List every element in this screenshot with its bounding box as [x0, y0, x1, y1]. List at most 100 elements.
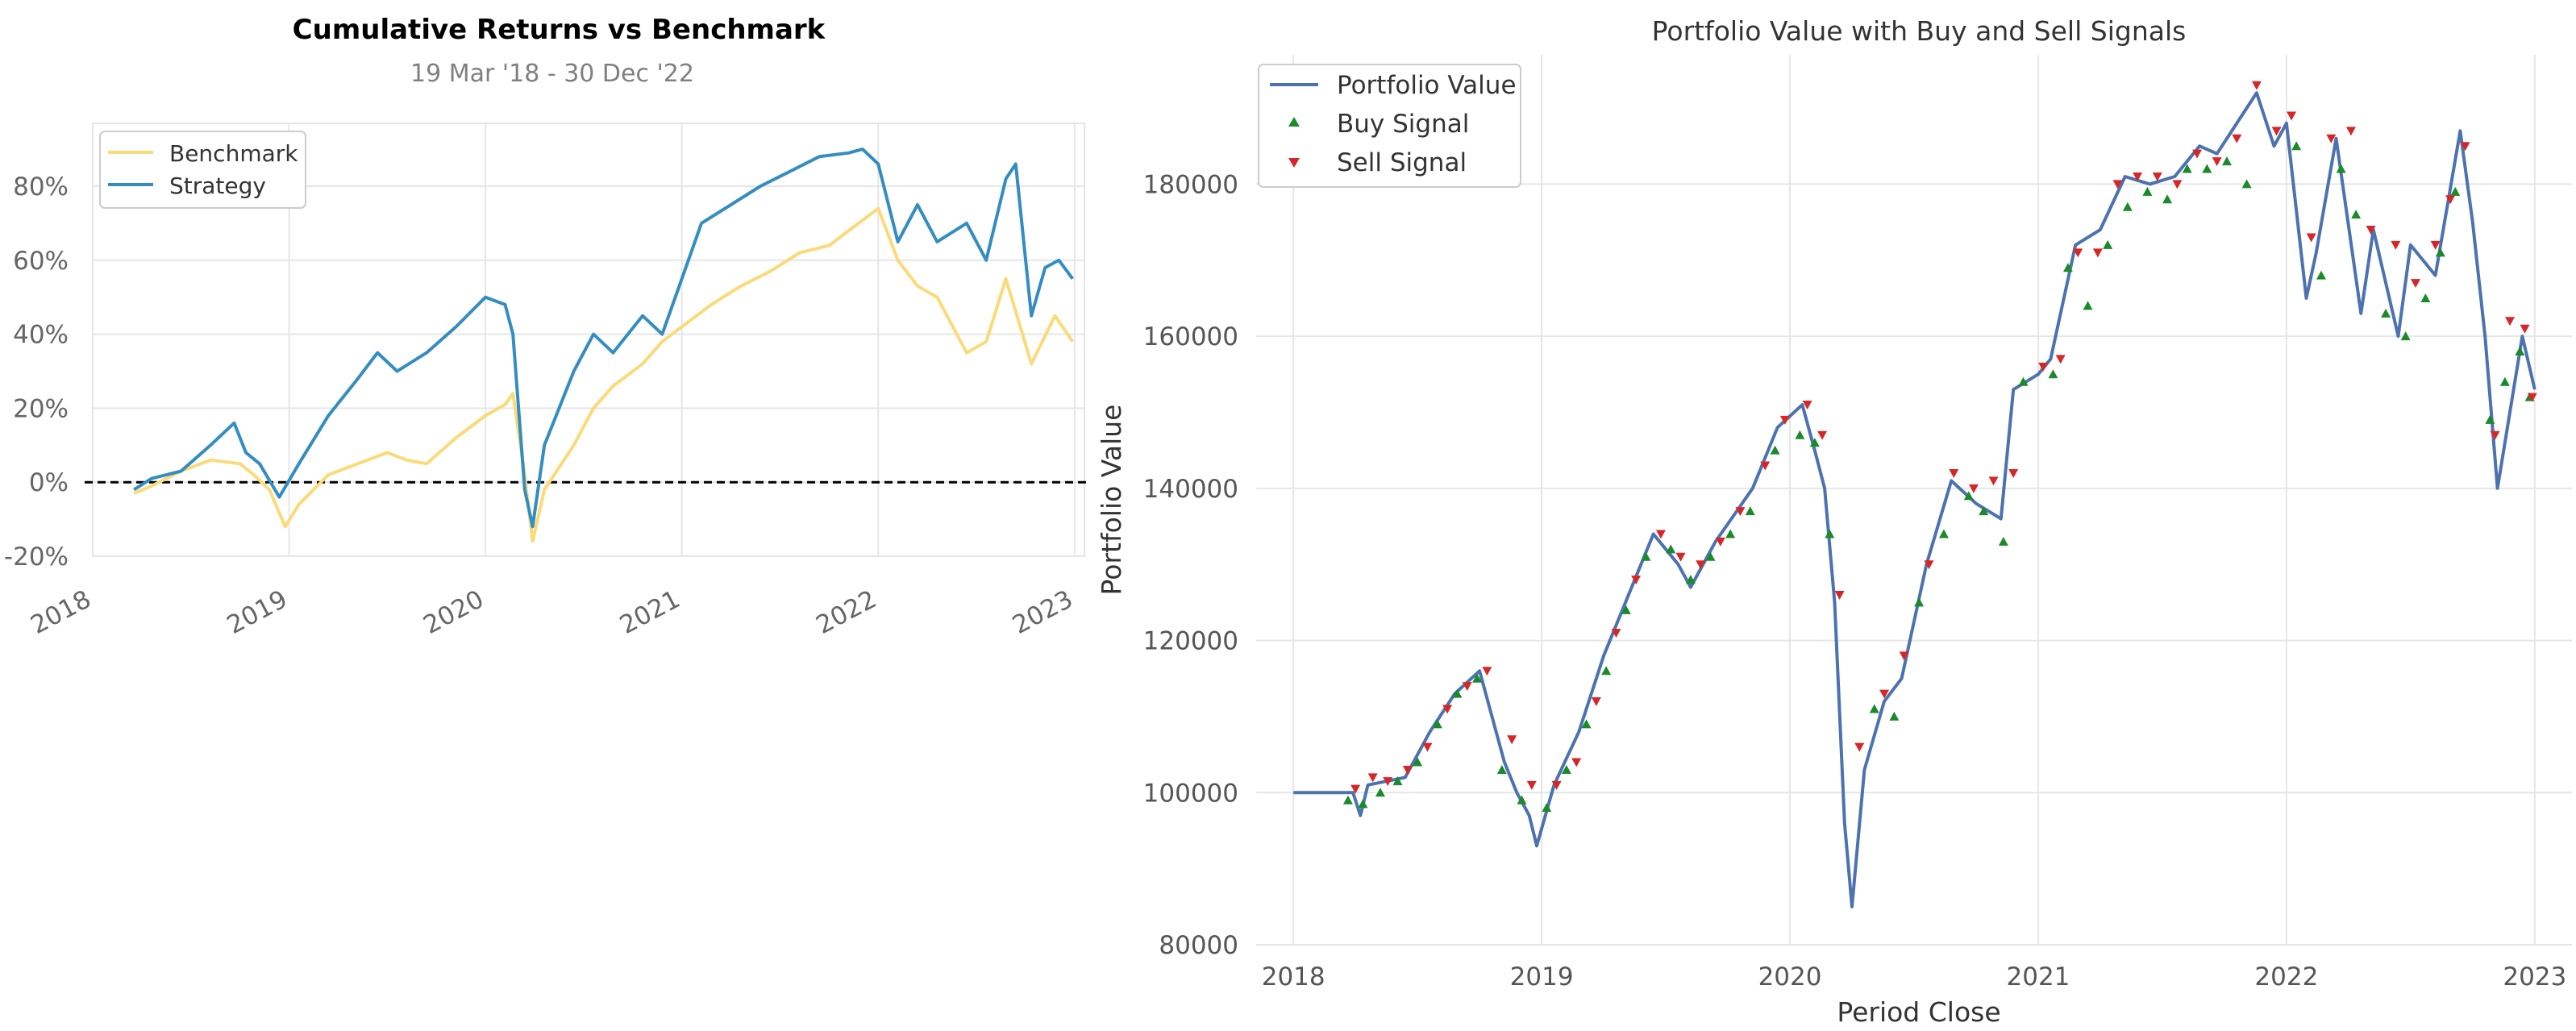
chart2-legend-portfolio-label: Portfolio Value: [1337, 71, 1517, 100]
chart2-buy-signal-marker: [2435, 247, 2445, 257]
chart2-x-tick-label: 2023: [2503, 962, 2566, 992]
chart2-buy-signal-marker: [2062, 263, 2073, 272]
chart2-sell-markers: [1350, 81, 2537, 794]
chart2-sell-signal-marker: [1462, 682, 1472, 692]
portfolio-value-chart: 2018 2019 2020 2021 2022 2023 80000 100000 1200…: [1096, 15, 2572, 1028]
chart2-sell-signal-marker: [2133, 172, 2143, 181]
chart2-buy-signal-marker: [2182, 164, 2192, 173]
chart2-buy-signal-marker: [1561, 764, 1571, 774]
chart2-buy-signal-marker: [1358, 799, 1368, 809]
chart2-sell-signal-marker: [2092, 248, 2103, 258]
chart2-buy-signal-marker: [1342, 795, 1353, 804]
chart2-sell-signal-marker: [2505, 317, 2516, 326]
chart2-buy-signal-marker: [2221, 156, 2232, 166]
chart2-buy-signal-marker: [1914, 597, 1925, 607]
chart2-buy-signal-marker: [2122, 202, 2133, 211]
chart1-legend: Benchmark Strategy: [99, 131, 306, 209]
chart2-x-tick-label: 2022: [2254, 962, 2318, 992]
chart2-sell-signal-marker: [1968, 484, 1979, 493]
chart2-buy-signal-marker: [2381, 308, 2391, 318]
chart2-legend-buy-label: Buy Signal: [1337, 110, 1469, 139]
chart2-sell-signal-marker: [1482, 667, 1492, 676]
chart2-sell-signal-marker: [1507, 735, 1517, 745]
chart2-sell-signal-marker: [1817, 430, 1828, 440]
chart2-buy-signal-marker: [1542, 803, 1552, 813]
chart2-sell-signal-marker: [1367, 773, 1378, 783]
chart2-buy-signal-marker: [1889, 711, 1900, 721]
chart1-title: Cumulative Returns vs Benchmark: [293, 14, 826, 46]
chart2-buy-signal-marker: [1601, 666, 1612, 676]
chart2-y-ticks: 80000 100000 120000 140000 160000 180000: [1143, 170, 1238, 960]
chart2-buy-signal-marker: [2202, 164, 2212, 173]
chart2-sell-signal-marker: [1422, 742, 1433, 752]
chart2-buy-signal-marker: [1809, 438, 1820, 447]
chart1-series: [133, 148, 1075, 543]
chart2-legend-buy-marker: [1288, 117, 1300, 127]
chart2-buy-signal-marker: [1375, 788, 1385, 797]
chart2-buy-signal-marker: [1413, 757, 1423, 767]
chart2-buy-signal-marker: [2162, 194, 2173, 204]
chart2-buy-signal-marker: [1666, 544, 1676, 554]
chart1-series-benchmark-line: [133, 206, 1075, 543]
chart2-sell-signal-marker: [1988, 476, 1999, 486]
chart2-buy-signal-marker: [2142, 186, 2153, 196]
chart2-sell-signal-marker: [1551, 780, 1562, 790]
chart2-buy-signal-marker: [2291, 141, 2302, 151]
chart2-sell-signal-marker: [1402, 765, 1413, 775]
chart2-sell-signal-marker: [1834, 590, 1845, 600]
chart2-buy-signal-marker: [2450, 186, 2461, 196]
chart2-sell-signal-marker: [2411, 279, 2421, 289]
chart2-buy-signal-marker: [1392, 776, 1403, 786]
chart2-sell-signal-marker: [2172, 180, 2183, 189]
chart2-x-tick-label: 2018: [1262, 962, 1325, 992]
chart2-x-tick-label: 2020: [1758, 962, 1822, 992]
chart2-sell-signal-marker: [1735, 507, 1746, 517]
chart2-buy-signal-marker: [1621, 605, 1631, 614]
chart2-buy-signal-marker: [2241, 179, 2252, 189]
chart1-legend-benchmark-label: Benchmark: [169, 140, 298, 167]
chart2-sell-signal-marker: [2271, 127, 2282, 136]
chart2-buy-signal-marker: [1496, 764, 1507, 774]
chart2-buy-signal-marker: [2103, 239, 2113, 249]
chart2-buy-signal-marker: [1770, 445, 1780, 455]
chart2-buy-signal-marker: [1472, 673, 1483, 683]
chart2-sell-signal-marker: [2251, 81, 2262, 90]
chart2-buy-signal-marker: [1517, 795, 1527, 804]
chart2-buy-signal-marker: [1979, 506, 1989, 516]
chart2-sell-signal-marker: [2055, 355, 2066, 364]
chart1-subtitle: 19 Mar '18 - 30 Dec '22: [410, 60, 694, 88]
cumulative-returns-chart: 2018 2019 2020 2021 2022 2023 -20%0%20%40%60%…: [4, 14, 1088, 640]
chart2-buy-signal-marker: [1685, 575, 1696, 584]
chart2-buy-signal-marker: [2316, 270, 2326, 280]
chart1-y-tick-label: 60%: [13, 247, 69, 276]
chart2-buy-signal-marker: [1452, 688, 1463, 698]
chart2-sell-signal-marker: [1383, 777, 1393, 787]
chart2-title: Portfolio Value with Buy and Sell Signal…: [1652, 15, 2187, 47]
chart2-legend-box: [1258, 64, 1521, 188]
chart1-legend-box: [99, 131, 306, 209]
chart2-y-tick-label: 160000: [1143, 322, 1238, 351]
chart2-buy-signal-marker: [2351, 210, 2362, 219]
chart2-buy-signal-marker: [1745, 506, 1755, 516]
chart2-legend: Portfolio Value Buy Signal Sell Signal: [1258, 64, 1521, 188]
chart2-sell-signal-marker: [2212, 157, 2222, 167]
chart2-x-axis-label: Period Close: [1837, 996, 2000, 1028]
chart2-buy-signal-marker: [2420, 293, 2431, 302]
chart2-series: [1293, 91, 2536, 908]
chart2-y-tick-label: 180000: [1143, 170, 1238, 199]
chart2-buy-signal-marker: [2336, 164, 2346, 173]
chart2-sell-signal-marker: [1696, 560, 1706, 570]
chart2-sell-signal-marker: [1655, 530, 1666, 539]
chart2-y-axis-label: Portfolio Value: [1096, 405, 1127, 596]
chart2-sell-signal-marker: [1571, 758, 1582, 767]
chart2-sell-signal-marker: [1715, 537, 1725, 547]
chart2-sell-signal-marker: [1591, 697, 1601, 707]
chart2-sell-signal-marker: [2445, 195, 2456, 205]
chart2-sell-signal-marker: [2287, 111, 2297, 121]
chart2-buy-signal-marker: [2485, 414, 2495, 424]
chart2-buy-signal-marker: [1825, 529, 1835, 538]
chart2-sell-signal-marker: [1899, 651, 1909, 661]
chart2-sell-signal-marker: [2152, 172, 2162, 181]
chart2-sell-signal-marker: [2520, 324, 2530, 334]
